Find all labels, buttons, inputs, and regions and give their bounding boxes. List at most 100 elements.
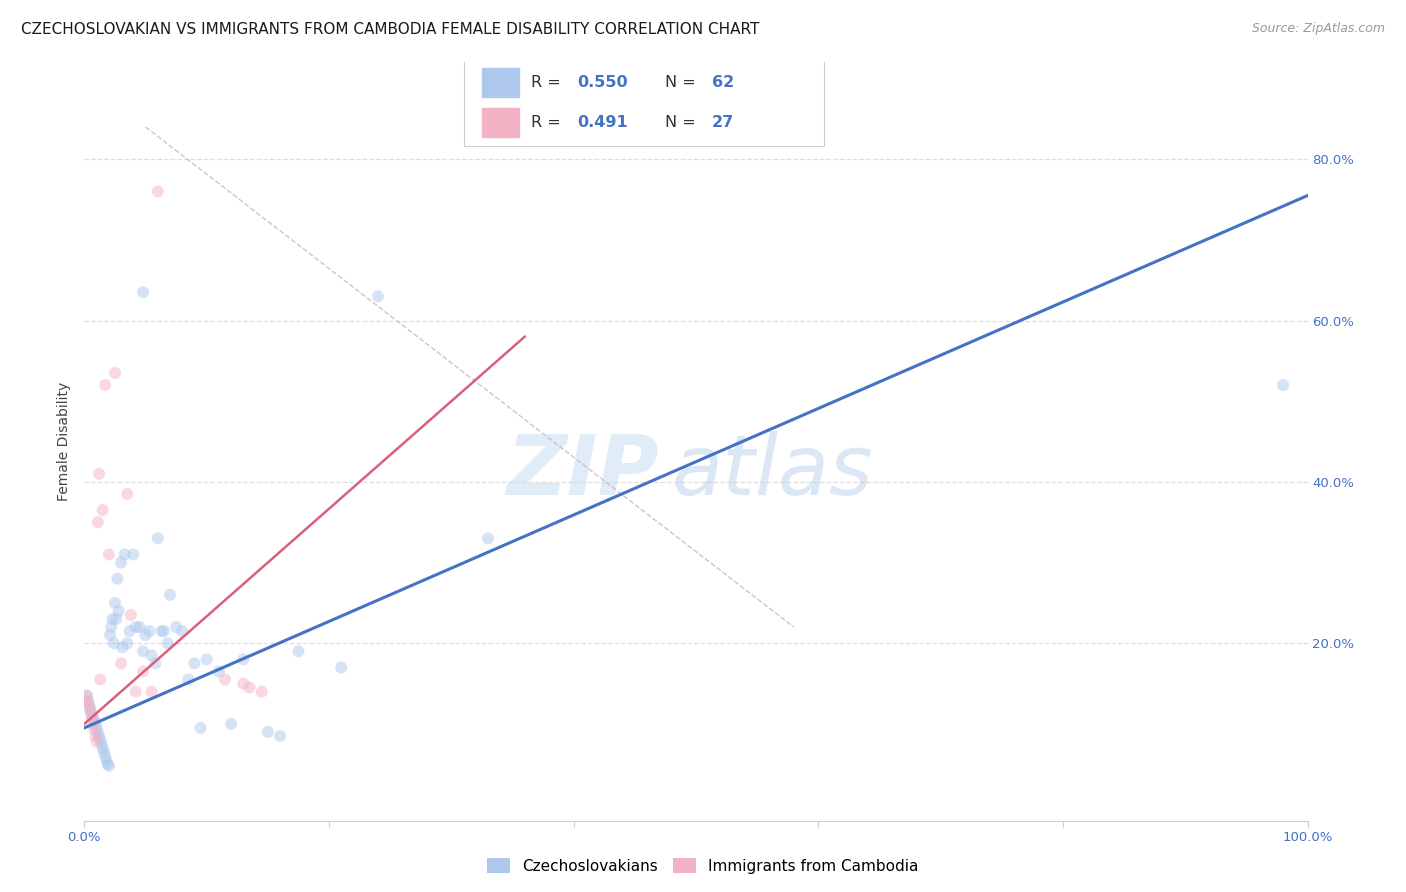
Point (122, 548, 145, 562)
Point (98, 628, 121, 642)
Point (110, 556, 132, 570)
Point (135, 628, 157, 642)
Point (79, 702, 101, 716)
Point (128, 620, 150, 634)
FancyBboxPatch shape (482, 68, 519, 96)
Point (269, 729, 291, 743)
Point (150, 624, 173, 639)
Point (96, 753, 118, 767)
Point (114, 548, 136, 562)
Legend: Czechoslovakians, Immigrants from Cambodia: Czechoslovakians, Immigrants from Cambod… (481, 852, 925, 880)
Text: 0.550: 0.550 (578, 75, 628, 90)
Y-axis label: Female Disability: Female Disability (58, 382, 72, 501)
Point (104, 366, 127, 380)
Point (105, 572, 128, 586)
Point (79, 705, 101, 719)
Point (138, 624, 160, 639)
Point (84, 716, 107, 731)
Point (89, 673, 111, 687)
Point (208, 665, 231, 679)
Point (111, 640, 134, 655)
Point (76, 689, 98, 703)
Point (82, 716, 104, 731)
Point (110, 657, 132, 671)
Point (118, 624, 141, 639)
FancyBboxPatch shape (464, 59, 824, 145)
Text: 0.491: 0.491 (578, 115, 628, 129)
Text: R =: R = (531, 115, 565, 129)
Point (83, 714, 105, 728)
Point (156, 636, 179, 650)
Point (125, 620, 148, 634)
Point (87, 725, 110, 739)
Point (287, 644, 309, 658)
Point (1272, 378, 1295, 392)
Point (120, 607, 142, 622)
Point (93, 745, 115, 759)
Point (86, 721, 108, 735)
Point (87, 467, 110, 481)
Text: 27: 27 (711, 115, 734, 129)
Point (132, 644, 155, 658)
Point (91, 741, 114, 756)
Text: Source: ZipAtlas.com: Source: ZipAtlas.com (1251, 22, 1385, 36)
Point (177, 673, 200, 687)
Point (80, 707, 103, 722)
Point (91, 503, 114, 517)
Point (77, 694, 100, 708)
Point (477, 532, 499, 546)
Text: 62: 62 (711, 75, 734, 90)
Point (141, 648, 163, 663)
Point (132, 665, 155, 679)
Point (80, 710, 103, 724)
Text: atlas: atlas (672, 432, 873, 512)
Point (105, 612, 128, 626)
Point (86, 734, 108, 748)
Point (97, 548, 120, 562)
Point (232, 652, 254, 666)
Point (250, 684, 273, 698)
Point (97, 757, 120, 772)
Point (87, 729, 110, 743)
Point (94, 378, 117, 392)
Point (146, 185, 169, 199)
Point (107, 604, 129, 618)
Point (104, 596, 127, 610)
Point (172, 624, 194, 639)
Point (257, 725, 280, 739)
Point (195, 652, 218, 666)
Point (214, 673, 236, 687)
Point (77, 699, 100, 714)
Point (330, 660, 353, 674)
Point (115, 487, 138, 501)
Point (76, 689, 98, 703)
Point (100, 620, 122, 634)
Text: N =: N = (665, 75, 702, 90)
Point (89, 733, 111, 747)
Point (101, 612, 124, 626)
Point (84, 729, 107, 743)
Point (132, 285, 155, 300)
Point (87, 515, 110, 529)
Point (97, 759, 120, 773)
Point (143, 657, 166, 671)
Point (232, 676, 254, 690)
Point (159, 588, 181, 602)
Point (183, 657, 205, 671)
Point (367, 289, 389, 303)
Point (146, 532, 169, 546)
Text: ZIP: ZIP (506, 432, 659, 512)
Point (94, 749, 117, 764)
Point (115, 636, 138, 650)
Point (82, 710, 104, 724)
Point (190, 721, 212, 735)
Point (238, 681, 260, 695)
Point (103, 636, 125, 650)
Point (77, 699, 100, 714)
FancyBboxPatch shape (482, 108, 519, 136)
Text: CZECHOSLOVAKIAN VS IMMIGRANTS FROM CAMBODIA FEMALE DISABILITY CORRELATION CHART: CZECHOSLOVAKIAN VS IMMIGRANTS FROM CAMBO… (21, 22, 759, 37)
Text: N =: N = (665, 115, 702, 129)
Point (90, 737, 112, 751)
Point (219, 716, 242, 731)
Point (83, 723, 105, 737)
